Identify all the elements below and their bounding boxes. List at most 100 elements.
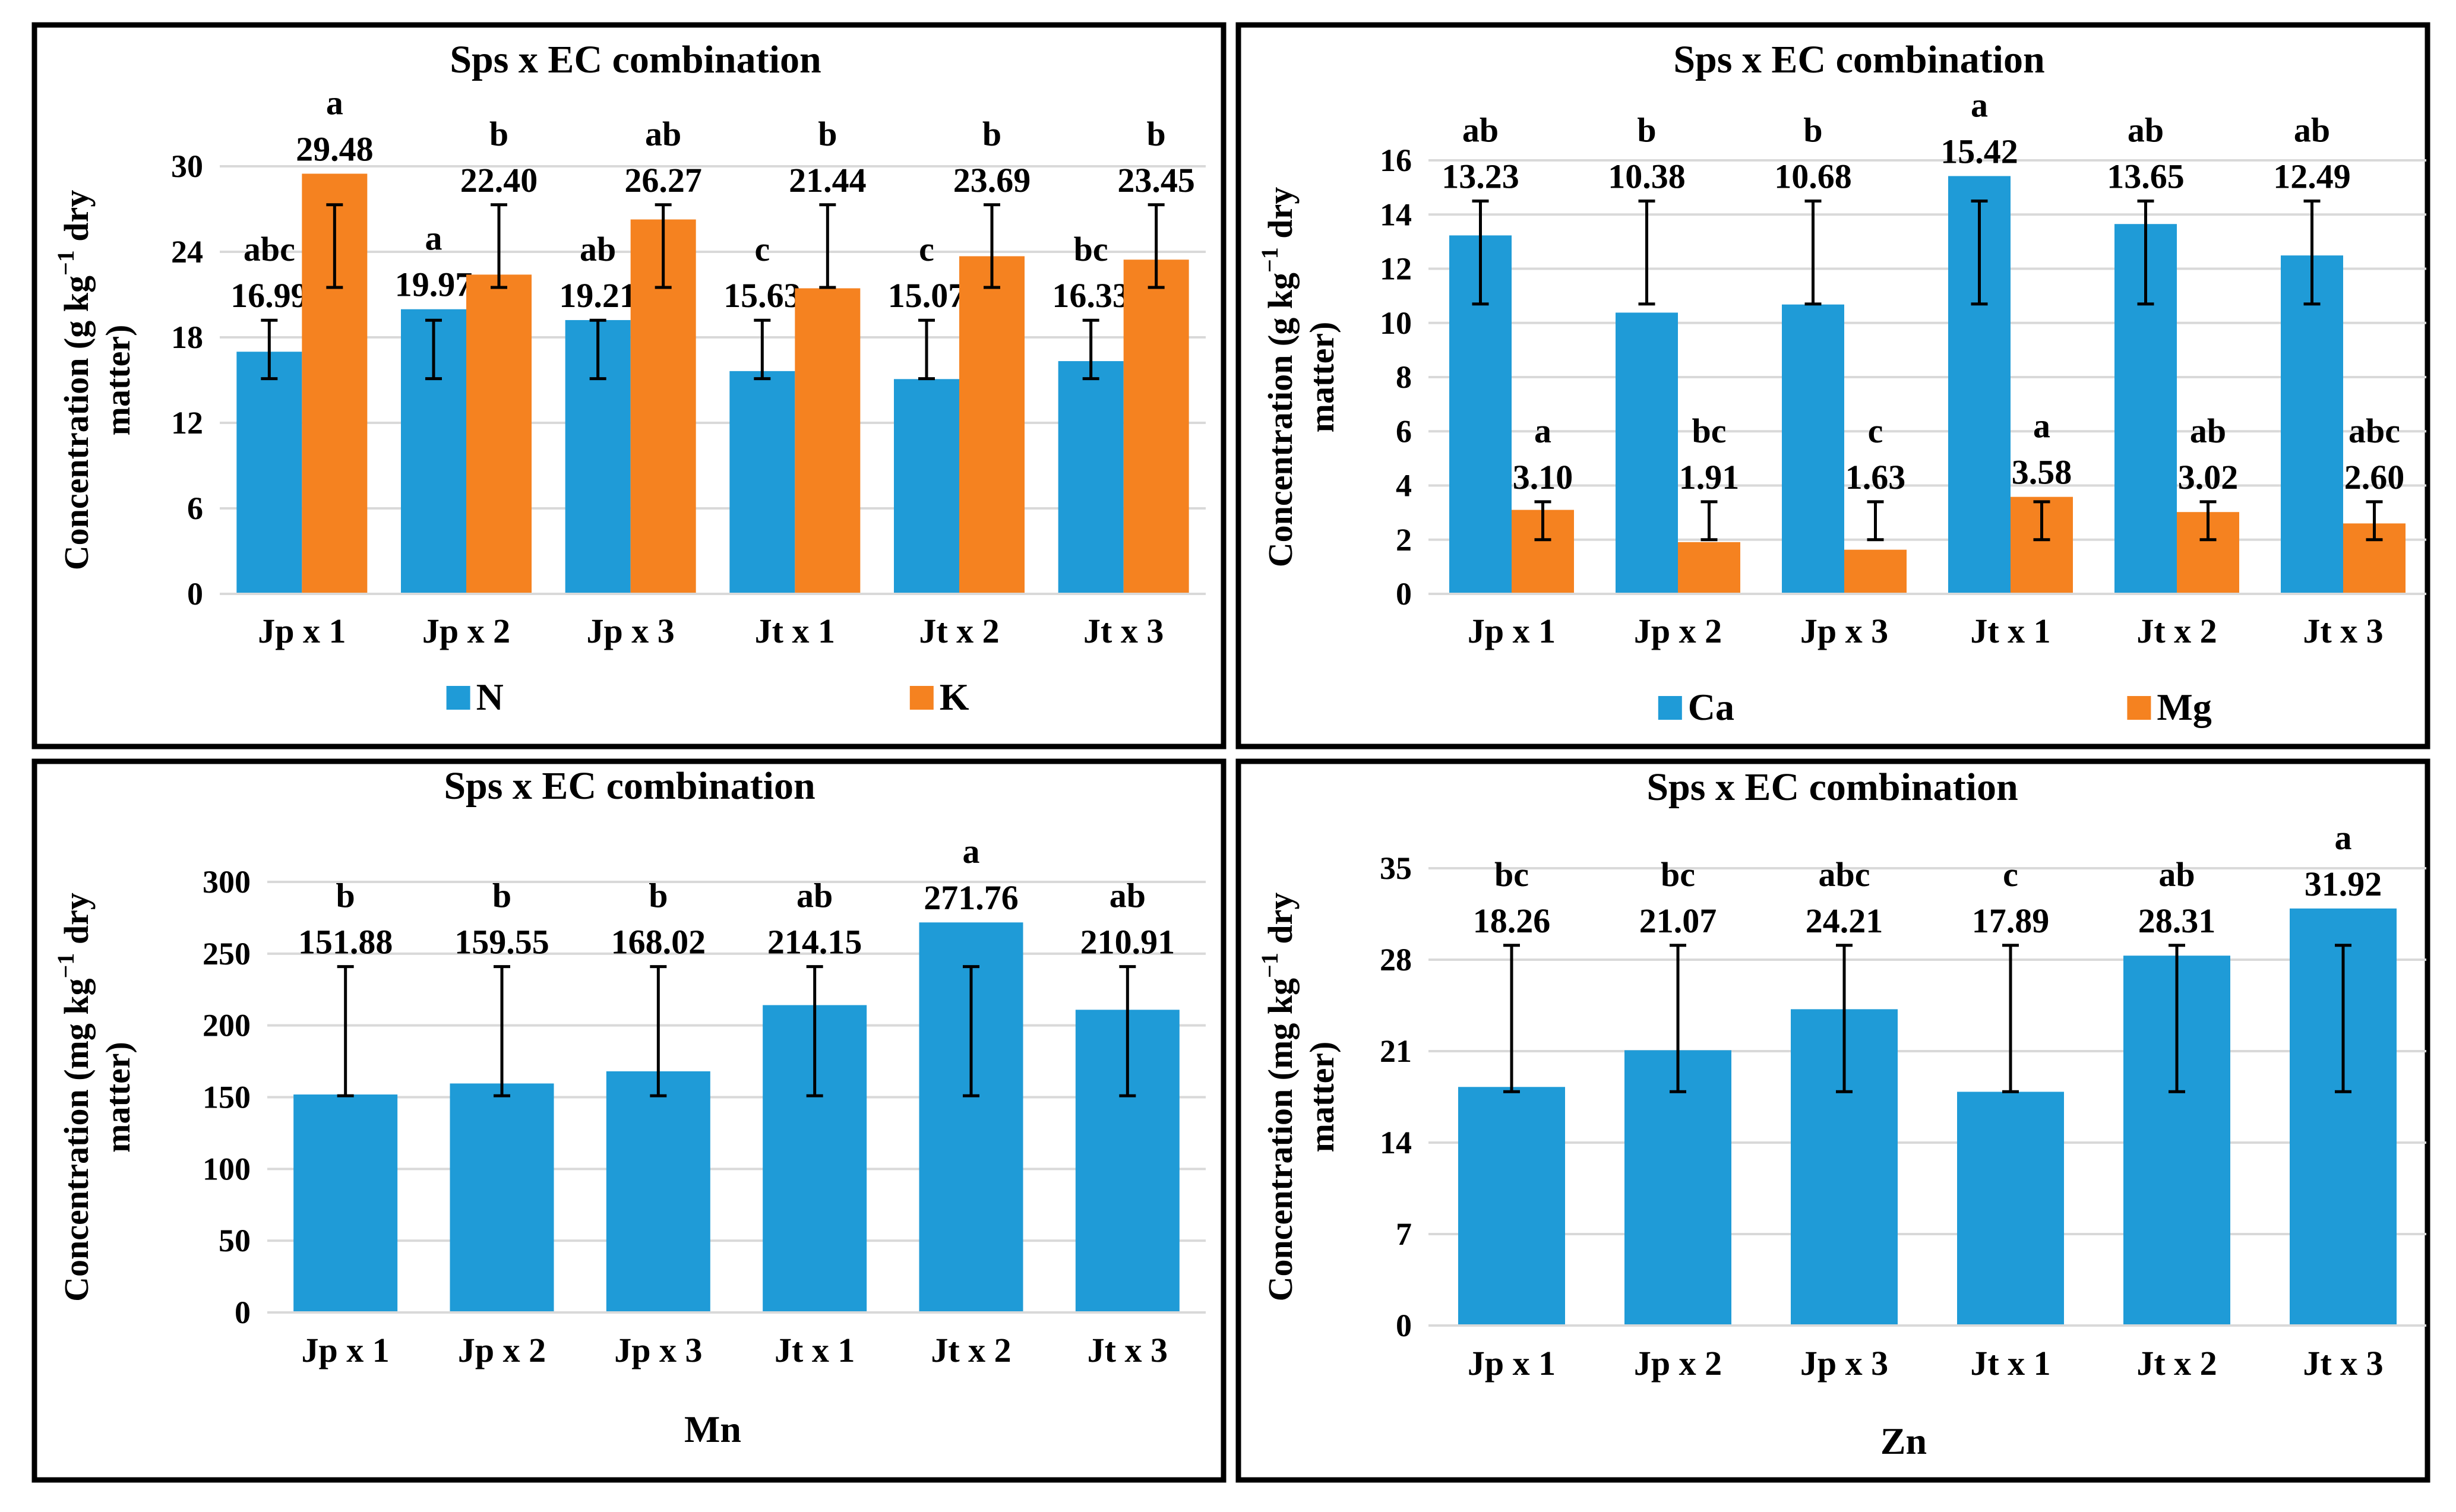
data-label: 21.07: [1639, 901, 1717, 940]
legend-label-n: N: [476, 676, 504, 718]
y-axis-label: Concentration (mg kg−1 dry matter): [1256, 893, 1341, 1302]
bar-zn: [1957, 1092, 2064, 1326]
y-tick-label: 28: [1380, 942, 1412, 978]
panel-frame: [31, 22, 1227, 749]
bar-zn: [1624, 1050, 1731, 1326]
y-axis-label-part: matter): [1303, 322, 1341, 433]
x-tick-label: Jp x 3: [1800, 1344, 1888, 1383]
bar-k: [795, 288, 861, 594]
legend-label-mg: Mg: [2157, 686, 2211, 728]
data-label: 31.92: [2305, 865, 2382, 903]
significance-letter: c: [2003, 855, 2018, 894]
bar-mg: [1844, 549, 1907, 594]
y-tick-label: 16: [1380, 143, 1412, 178]
x-tick-label: Jp x 1: [258, 612, 346, 650]
significance-letter: b: [1637, 110, 1656, 149]
x-tick-label: Jt x 3: [2303, 1344, 2383, 1383]
significance-letter: ab: [796, 877, 833, 915]
x-tick-label: Jt x 1: [775, 1331, 855, 1369]
data-label: 23.69: [953, 161, 1031, 200]
chart-panel-3: 0 50 100 150 200 250 300 Sps x EC combination Co…: [31, 758, 1227, 1483]
x-tick-label: Jt x 1: [1970, 1344, 2050, 1383]
significance-letter: b: [818, 115, 837, 153]
y-tick-label: 35: [1380, 850, 1412, 886]
data-label: 15.07: [888, 276, 966, 315]
data-label: 3.58: [2012, 453, 2072, 492]
data-label: 26.27: [624, 161, 702, 200]
y-tick-label: 50: [219, 1223, 251, 1258]
x-tick-label: Jp x 3: [614, 1331, 702, 1369]
data-label: 29.48: [296, 129, 374, 168]
significance-letter: b: [982, 115, 1001, 153]
x-tick-label: Jp x 3: [587, 612, 675, 650]
y-tick-label: 0: [187, 576, 203, 612]
x-tick-label: Jp x 2: [1634, 612, 1722, 650]
y-axis-label-superscript: −1: [1256, 247, 1283, 273]
data-label: 19.97: [395, 265, 473, 304]
data-label: 12.49: [2273, 157, 2351, 195]
bar-n: [729, 371, 795, 594]
data-label: 23.45: [1117, 161, 1195, 200]
significance-letter: abc: [244, 230, 295, 268]
x-tick-label: Jt x 1: [755, 612, 835, 650]
y-axis-label-part: matter): [99, 1042, 137, 1153]
bar-ca: [2281, 255, 2343, 594]
panel-frame: [1235, 22, 2430, 749]
x-tick-label: Jp x 2: [458, 1331, 546, 1369]
x-tick-label: Jt x 3: [1088, 1331, 1168, 1369]
data-label: 24.21: [1806, 901, 1883, 940]
x-tick-label: Jp x 1: [302, 1331, 390, 1369]
significance-letter: a: [1971, 86, 1988, 124]
data-label: 10.38: [1608, 157, 1686, 195]
significance-letter: b: [492, 877, 511, 915]
bar-mn: [293, 1094, 398, 1312]
legend-label-k: K: [940, 676, 969, 718]
data-label: 15.42: [1940, 132, 2018, 170]
y-axis-label-part: dry: [57, 190, 96, 251]
y-tick-label: 12: [171, 405, 203, 441]
chart-title: Sps x EC combination: [1673, 38, 2044, 81]
significance-letter: a: [2033, 407, 2050, 445]
x-tick-label: Jp x 3: [1800, 612, 1888, 650]
x-tick-label: Jp x 1: [1468, 612, 1556, 650]
y-tick-label: 7: [1396, 1216, 1412, 1252]
significance-letter: abc: [1819, 855, 1870, 894]
y-tick-label: 0: [1396, 576, 1412, 612]
data-label: 210.91: [1080, 923, 1175, 961]
legend-swatch-k: [909, 686, 934, 710]
significance-letter: c: [919, 230, 934, 268]
y-axis-label-part: dry: [1261, 893, 1300, 953]
significance-letter: bc: [1692, 412, 1727, 450]
x-tick-label: Jt x 2: [2136, 1344, 2217, 1383]
chart-panel-4: 0 7 14 21 28 35 Sps x EC combination Concentrat…: [1235, 758, 2430, 1483]
legend-swatch-ca: [1658, 696, 1682, 720]
significance-letter: ab: [2128, 110, 2164, 149]
data-label: 13.23: [1442, 157, 1519, 195]
data-label: 16.33: [1052, 276, 1130, 315]
x-tick-label: Jt x 3: [1083, 612, 1164, 650]
significance-letter: ab: [1110, 877, 1146, 915]
y-axis-label-part: matter): [99, 325, 137, 436]
bar-ca: [1782, 304, 1844, 594]
y-axis-label-superscript: −1: [52, 250, 79, 276]
chart-panel-2: 0 2 4 6 8 10 12 14 16 Sps x EC combination Concent…: [1235, 22, 2430, 749]
y-tick-label: 24: [171, 234, 203, 270]
significance-letter: ab: [1462, 110, 1499, 149]
bar-k: [466, 274, 532, 594]
bar-n: [236, 352, 302, 594]
bar-mg: [1678, 542, 1740, 594]
bar-mn: [450, 1083, 554, 1312]
x-tick-label: Jp x 2: [1634, 1344, 1722, 1383]
panel-frame: [1235, 758, 2430, 1483]
y-tick-label: 12: [1380, 251, 1412, 287]
x-tick-label: Jt x 2: [919, 612, 999, 650]
x-tick-label: Jp x 1: [1468, 1344, 1556, 1383]
data-label: 21.44: [789, 161, 867, 200]
significance-letter: bc: [1661, 855, 1695, 894]
x-axis-label: Zn: [1880, 1420, 1927, 1462]
bar-k: [1123, 260, 1189, 594]
data-label: 10.68: [1774, 157, 1852, 195]
y-tick-label: 4: [1396, 468, 1412, 504]
data-label: 214.15: [767, 923, 862, 961]
y-tick-label: 10: [1380, 305, 1412, 341]
